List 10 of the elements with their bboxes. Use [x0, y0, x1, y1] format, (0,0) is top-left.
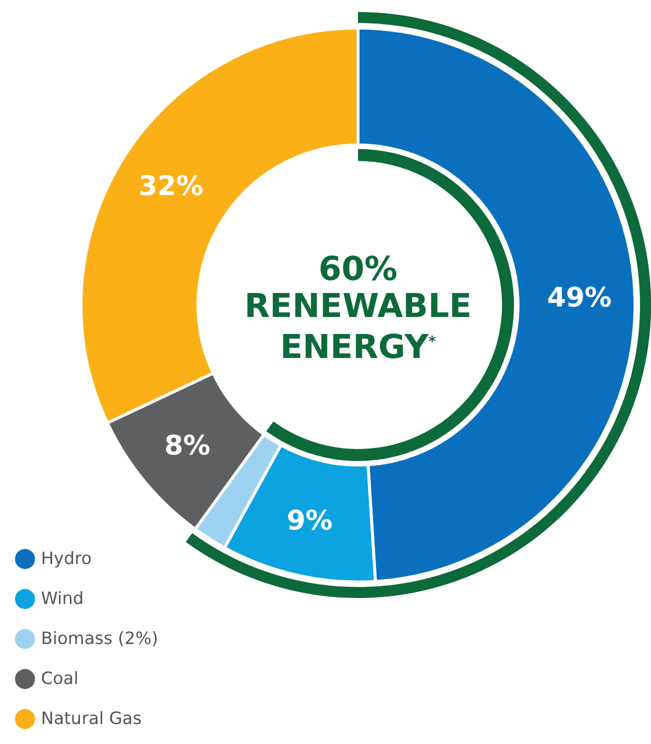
data-label: 32%: [138, 170, 204, 202]
data-label: 49%: [547, 282, 612, 314]
data-label: 9%: [286, 506, 333, 537]
legend-label: Hydro: [41, 549, 92, 569]
legend-label: Biomass (2%): [41, 629, 158, 649]
data-label: 8%: [164, 430, 210, 462]
legend-label: Wind: [41, 589, 84, 609]
legend-label: Coal: [41, 669, 78, 689]
text: 60% RENEWABLE ENERGY$^{*}$: [243, 249, 473, 366]
legend-label: Natural Gas: [41, 709, 142, 729]
